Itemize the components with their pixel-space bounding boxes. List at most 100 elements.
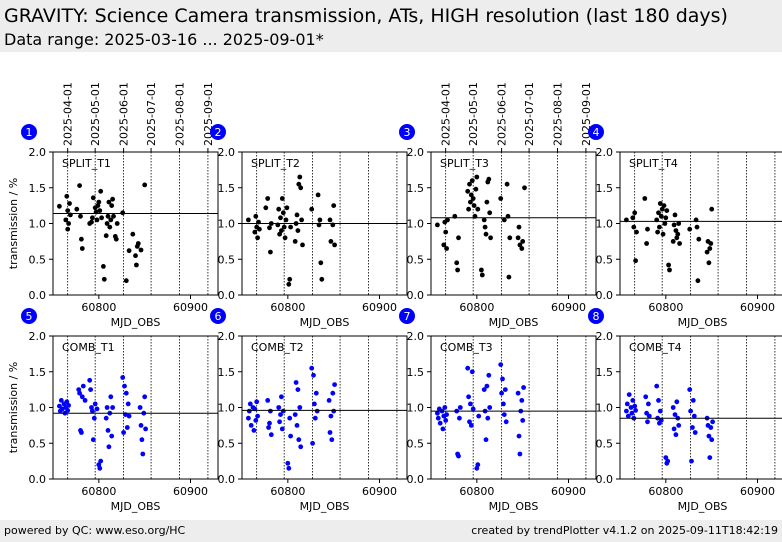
panel-label: SPLIT_T1 [62,157,111,170]
x-tick-label: 60900 [173,301,208,314]
data-point [120,210,126,216]
panel-4: SPLIT_T4 0.0 0.5 1.0 1.5 2.0 60800 60900 MJD_OBS… [588,124,782,329]
x-axis-label: MJD_OBS [489,316,539,329]
data-point [455,267,460,273]
data-point [247,401,253,407]
data-point [246,408,252,414]
y-tick-label: 1.5 [29,182,47,195]
data-point [473,186,479,192]
y-tick-label: 1.5 [596,182,614,195]
data-point [457,405,463,410]
y-axis-label: transmission / % [7,178,20,269]
data-point [276,405,282,410]
data-point [486,176,492,182]
data-point [87,377,93,383]
data-point [286,281,292,287]
plot-frame [52,151,219,296]
data-range-subtitle: Data range: 2025-03-16 ... 2025-09-01* [4,30,324,49]
data-point [520,418,526,423]
data-point [94,406,100,412]
date-tick-label: 2025-04-01 [440,82,453,146]
data-point [488,235,493,241]
panel-8: COMB_T4 0.0 0.5 1.0 1.5 2.0 60800 60900 MJD_OBS 8 [588,308,782,513]
data-point [279,228,284,234]
data-point [124,425,130,430]
data-point [276,206,282,212]
footer-bar: powered by QC: www.eso.org/HC created by… [0,520,782,542]
y-tick-label: 1.0 [218,402,236,415]
data-point [445,217,450,223]
data-point [76,387,82,392]
y-tick-label: 0.0 [407,473,425,486]
data-point [142,182,148,188]
data-point [286,465,292,471]
data-point [74,206,80,212]
data-point [253,213,259,219]
data-point [79,394,85,400]
data-point [479,267,484,273]
data-point [138,247,144,253]
x-axis-label: MJD_OBS [678,500,728,513]
data-point [632,403,638,409]
data-point [709,437,715,443]
data-point [288,433,293,439]
data-point [300,242,305,248]
data-point [642,196,648,201]
y-tick-label: 0.0 [218,473,236,486]
data-point [309,365,315,371]
data-point [708,241,714,246]
data-point [696,236,702,242]
data-point [97,208,103,214]
data-point [660,231,666,237]
data-point [246,217,251,223]
data-point [663,215,669,221]
data-point [315,192,321,198]
x-axis-label: MJD_OBS [678,316,728,329]
data-point [470,196,476,201]
panel-number-badge [210,308,226,324]
data-point [277,231,282,237]
data-point [143,426,149,432]
data-point [454,260,460,266]
data-point [442,405,448,410]
y-tick-label: 1.0 [218,218,236,231]
y-tick-label: 2.0 [407,146,425,159]
data-point [283,217,289,223]
y-tick-label: 0.0 [596,289,614,302]
panel-2: SPLIT_T2 0.0 0.5 1.0 1.5 2.0 60800 60900 MJD_OBS… [210,124,408,329]
y-tick-label: 1.0 [596,218,614,231]
data-point [310,440,315,446]
data-point [645,419,650,425]
data-point [469,369,475,375]
x-tick-label: 60900 [173,485,208,498]
data-point [58,398,64,403]
data-point [672,212,678,218]
data-point [294,212,300,218]
data-point [522,185,527,191]
data-point [326,398,332,403]
panel-number-badge [210,124,226,140]
data-point [309,206,315,212]
data-point [266,425,271,430]
y-tick-label: 0.0 [596,473,614,486]
data-point [475,206,481,212]
data-point [255,413,260,419]
panel-number-badge [399,308,415,324]
data-point [474,465,480,471]
data-point [328,239,334,244]
data-point [691,413,697,419]
data-point [332,242,337,248]
footer-created-by: created by trendPlotter v4.1.2 on 2025-0… [471,524,778,537]
data-point [109,433,115,439]
data-point [646,401,651,407]
plot-frame [52,335,219,480]
date-tick-label: 2025-06-01 [118,82,131,146]
x-tick-label: 60800 [270,301,305,314]
data-point [130,231,136,237]
x-tick-label: 60900 [362,485,397,498]
y-tick-label: 1.0 [596,402,614,415]
data-point [79,236,84,242]
date-tick-label: 2025-05-01 [467,82,480,146]
data-point [520,239,526,244]
y-tick-label: 0.0 [407,289,425,302]
